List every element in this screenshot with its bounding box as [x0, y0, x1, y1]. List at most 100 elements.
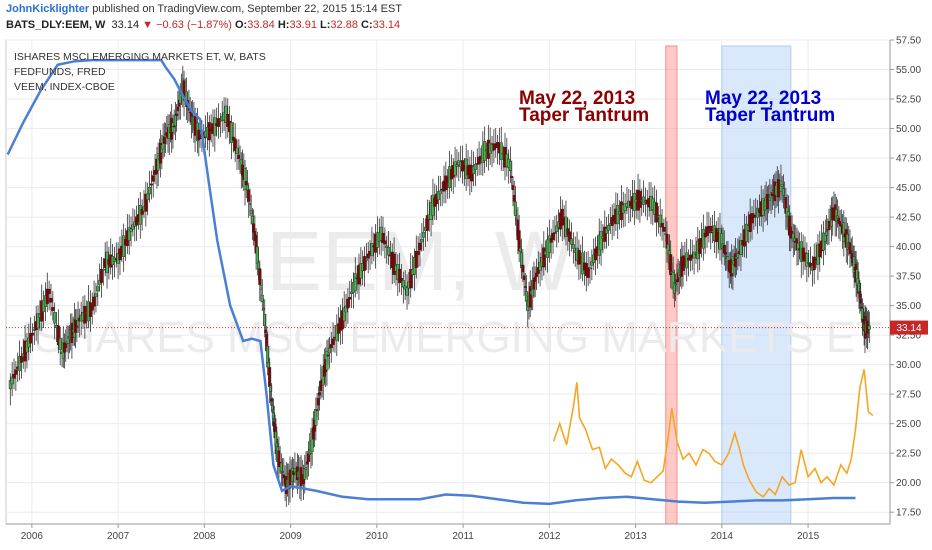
last-price-badge: 33.14	[890, 320, 928, 335]
candle-body	[364, 258, 368, 261]
veem-line	[552, 369, 874, 498]
candle-body	[750, 213, 754, 224]
low-label: L:	[320, 19, 331, 31]
candle-body	[392, 253, 396, 275]
candle-body	[260, 294, 264, 302]
candle-body	[29, 333, 33, 344]
down-arrow-icon: ▼	[142, 19, 154, 31]
candle-body	[270, 398, 274, 402]
candle-body	[499, 142, 503, 160]
x-tick-label: 2007	[107, 531, 130, 542]
candle-body	[129, 228, 133, 232]
annotation-blue-date: May 22, 2013	[705, 88, 821, 109]
candle-body	[571, 244, 575, 249]
candle-body	[472, 166, 476, 175]
candle-body	[438, 190, 442, 195]
candle-body	[363, 256, 367, 271]
candle-body	[370, 243, 374, 257]
candle-body	[705, 226, 709, 237]
candle-body	[151, 175, 155, 182]
open-value: 33.84	[247, 19, 275, 31]
publish-info: published on TradingView.com, September …	[92, 3, 403, 15]
candle-body	[867, 325, 871, 330]
candle-body	[685, 252, 689, 269]
candle-body	[207, 122, 211, 141]
y-tick-label: 42.50	[896, 213, 921, 224]
candle-body	[94, 293, 98, 297]
x-tick-label: 2010	[366, 531, 389, 542]
svg-text:33.14: 33.14	[896, 323, 921, 334]
candle-body	[270, 405, 274, 411]
y-tick-label: 40.00	[896, 242, 921, 253]
candle-body	[399, 277, 403, 282]
y-tick-label: 57.50	[896, 36, 921, 47]
author-link[interactable]: JohnKicklighter	[6, 3, 90, 15]
candle-body	[477, 156, 481, 165]
candle-body	[144, 193, 148, 212]
candle-body	[709, 225, 713, 234]
annotation-blue-label: Taper Tantrum	[705, 105, 835, 126]
candle-body	[45, 288, 49, 304]
candle-body	[140, 208, 144, 215]
candle-body	[551, 232, 555, 240]
candle-body	[859, 299, 863, 304]
candle-body	[821, 232, 825, 251]
candle-body	[564, 216, 568, 237]
candle-body	[10, 376, 14, 385]
high-label: H:	[277, 19, 290, 31]
low-value: 32.88	[330, 19, 358, 31]
annotation-blue: May 22, 2013 Taper Tantrum	[705, 88, 835, 126]
y-tick-label: 55.00	[896, 65, 921, 76]
last-price: 33.14	[111, 19, 140, 31]
candle-body	[590, 261, 594, 266]
candle-body	[101, 268, 105, 271]
close-value: 33.14	[372, 19, 401, 31]
candle-body	[14, 369, 18, 375]
candle-body	[342, 307, 346, 322]
legend-series-2: FEDFUNDS, FRED	[14, 66, 106, 78]
candle-body	[809, 262, 813, 268]
candle-body	[455, 164, 459, 167]
shaded-regions	[665, 45, 792, 525]
candle-body	[398, 268, 402, 284]
candle-body	[348, 297, 352, 300]
x-tick-label: 2008	[193, 531, 216, 542]
candle-body	[553, 232, 557, 234]
candle-body	[8, 380, 12, 390]
candle-body	[47, 288, 51, 294]
candle-body	[229, 122, 233, 143]
annotation-red: May 22, 2013 Taper Tantrum	[519, 88, 649, 126]
plot-area	[5, 39, 891, 525]
y-tick-label: 50.00	[896, 124, 921, 135]
candle-body	[555, 225, 559, 232]
annotation-red-date: May 22, 2013	[519, 88, 635, 109]
annotation-red-label: Taper Tantrum	[519, 105, 649, 126]
candle-body	[547, 235, 551, 253]
candle-body	[49, 297, 53, 303]
candle-body	[549, 238, 553, 243]
y-tick-label: 32.50	[896, 331, 921, 342]
candle-body	[570, 238, 574, 245]
candle-body	[616, 205, 620, 225]
candle-body	[19, 356, 23, 363]
candle-body	[350, 291, 354, 294]
candle-body	[127, 227, 131, 241]
candle-body	[226, 113, 230, 127]
x-tick-label: 2009	[279, 531, 302, 542]
y-tick-label: 37.50	[896, 272, 921, 283]
candle-body	[513, 201, 517, 216]
candle-body	[96, 286, 100, 292]
candle-body	[858, 291, 862, 299]
x-tick-label: 2015	[797, 531, 820, 542]
candle-body	[536, 267, 540, 274]
candle-body	[344, 305, 348, 313]
candle-body	[860, 306, 864, 309]
candle-body	[425, 215, 429, 231]
candle-body	[217, 118, 221, 127]
shaded-region-2	[721, 45, 792, 525]
candle-body	[638, 190, 642, 208]
grid-lines	[6, 39, 890, 524]
candle-body	[51, 307, 55, 311]
candle-body	[701, 229, 705, 249]
